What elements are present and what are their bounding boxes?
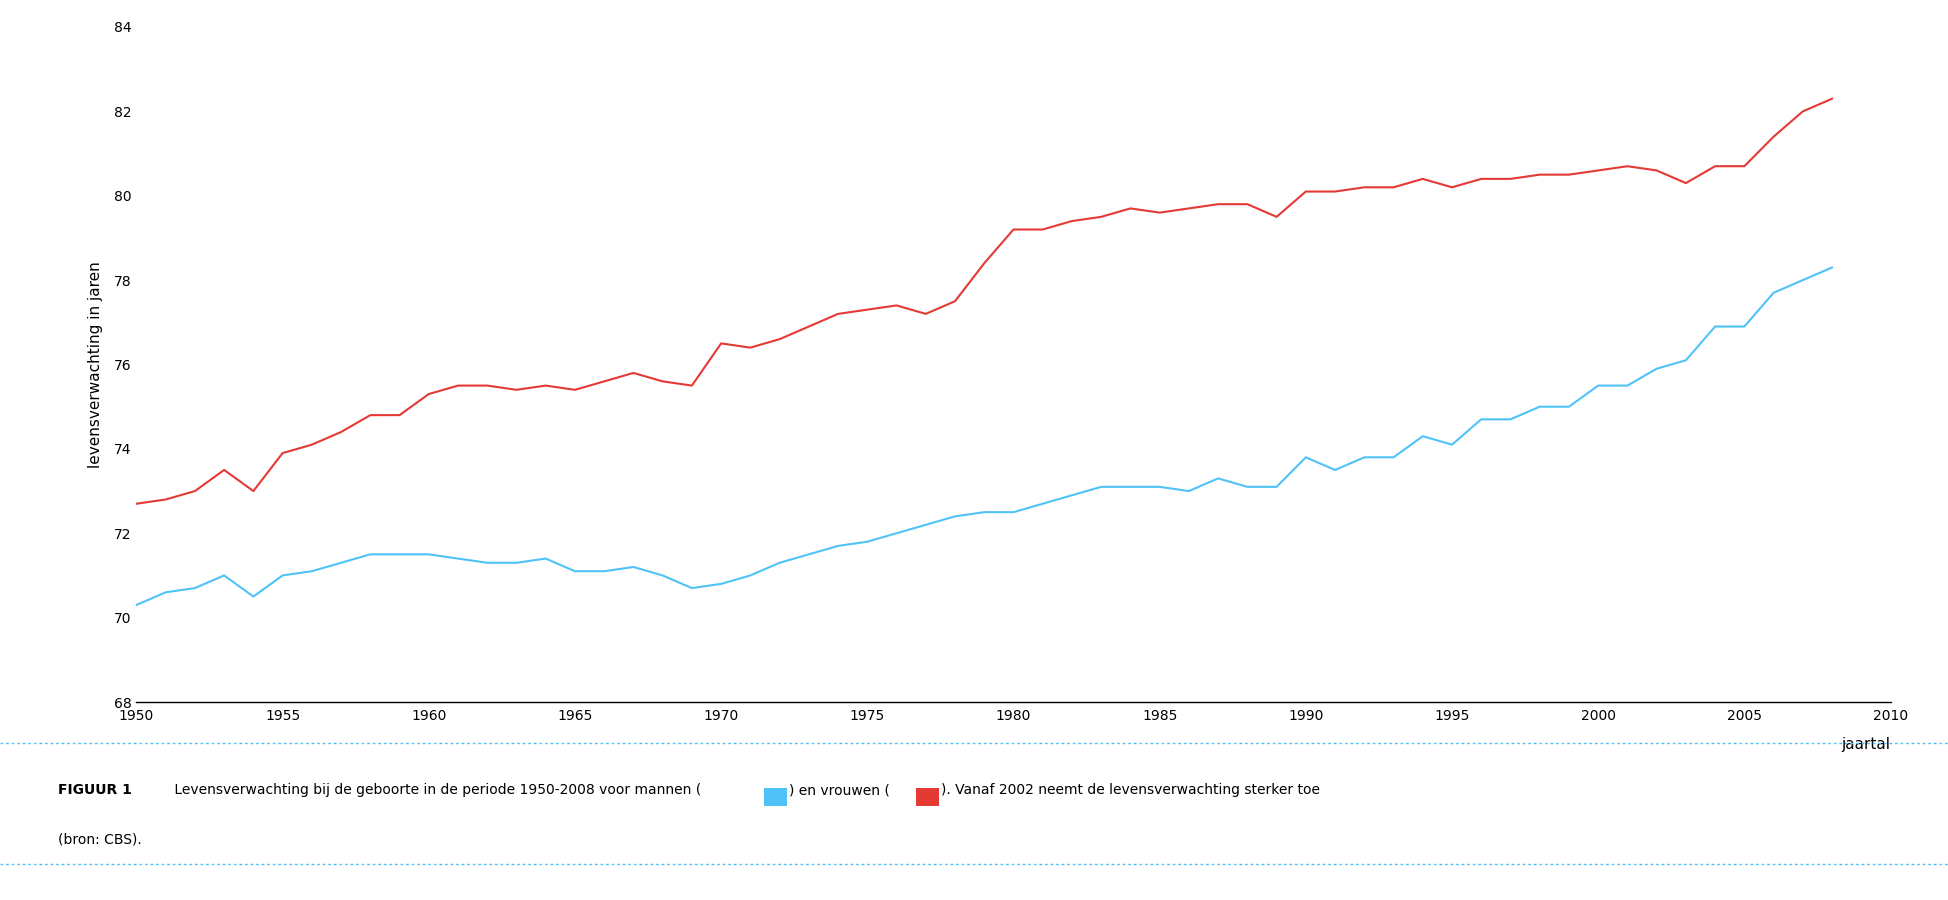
Text: ). Vanaf 2002 neemt de levensverwachting sterker toe: ). Vanaf 2002 neemt de levensverwachting… [941,783,1319,797]
Y-axis label: levensverwachting in jaren: levensverwachting in jaren [88,261,103,468]
X-axis label: jaartal: jaartal [1841,737,1890,751]
Text: (bron: CBS).: (bron: CBS). [58,832,142,847]
Text: ) en vrouwen (: ) en vrouwen ( [789,783,890,797]
Text: FIGUUR 1: FIGUUR 1 [58,783,132,797]
Text: Levensverwachting bij de geboorte in de periode 1950-2008 voor mannen (: Levensverwachting bij de geboorte in de … [169,783,701,797]
